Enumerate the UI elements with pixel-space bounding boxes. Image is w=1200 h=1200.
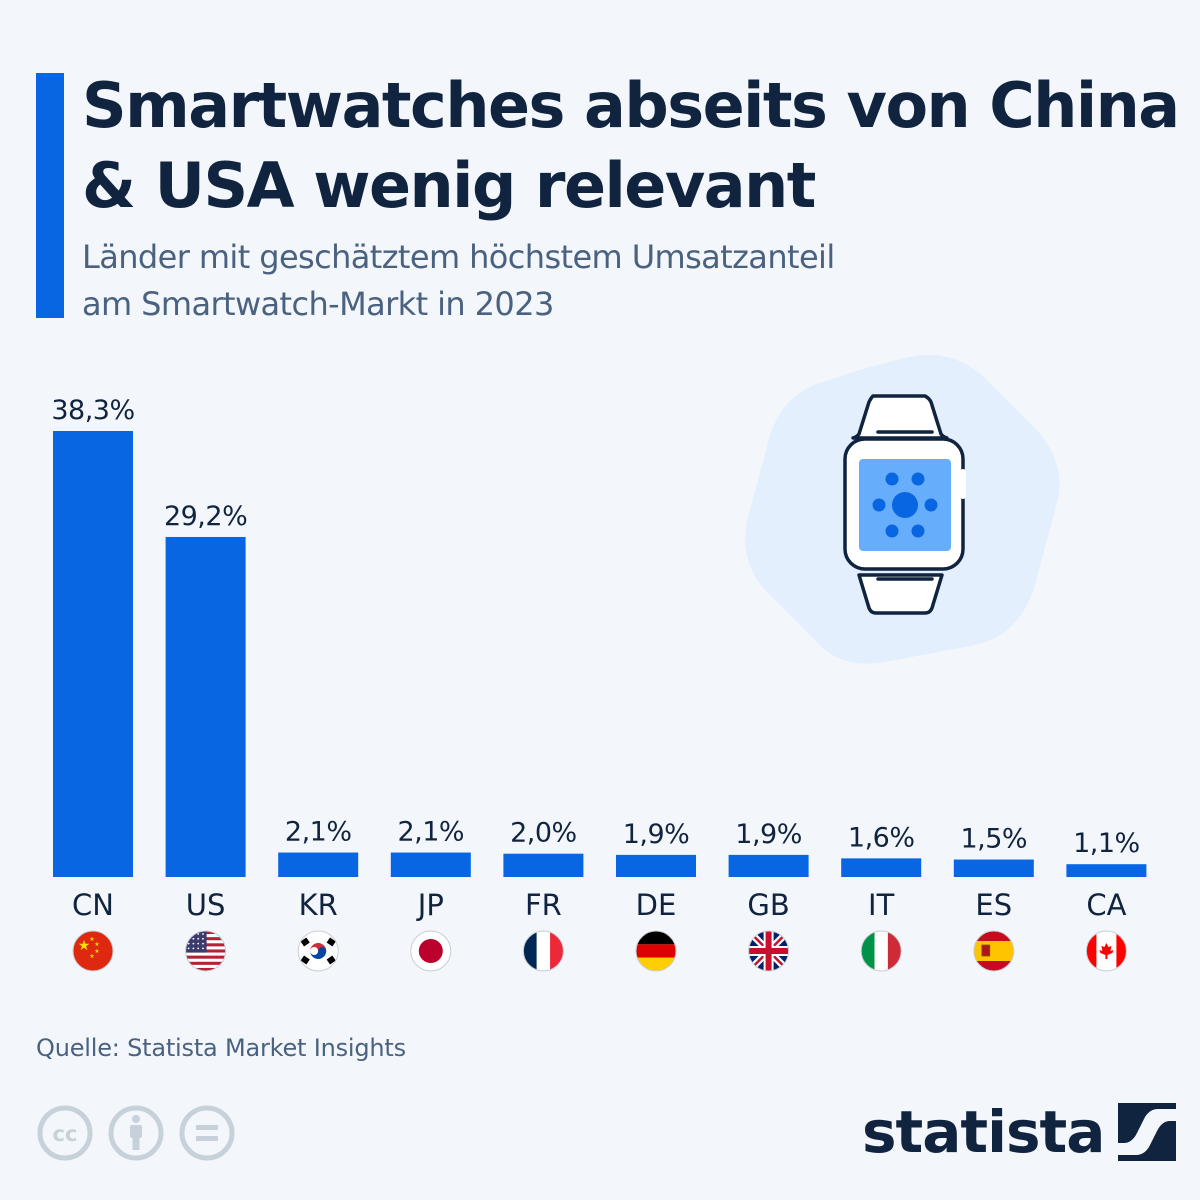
subtitle-line-2: am Smartwatch-Markt in 2023 bbox=[82, 285, 554, 323]
bars-group bbox=[53, 431, 1147, 877]
value-label-jp: 2,1% bbox=[397, 817, 464, 848]
bar-chart: 38,3% CN 29,2% US 2,1% KR 2,1% JP 2,0% FR 1,9% DE 1,… bbox=[51, 395, 1147, 972]
bar-gb bbox=[728, 854, 809, 877]
svg-text:★: ★ bbox=[94, 941, 99, 948]
italy-flag-icon bbox=[860, 930, 902, 972]
canada-flag-icon bbox=[1085, 930, 1127, 972]
bar-kr bbox=[278, 852, 359, 877]
value-label-it: 1,6% bbox=[848, 822, 915, 853]
value-label-ca: 1,1% bbox=[1073, 828, 1140, 859]
statista-logo[interactable]: statista bbox=[862, 1098, 1177, 1166]
value-label-fr: 2,0% bbox=[510, 818, 577, 849]
statista-logo-mark-icon bbox=[1118, 1103, 1177, 1161]
category-label-cn: CN bbox=[72, 888, 114, 922]
bar-it bbox=[841, 858, 922, 877]
chart-subtitle: Länder mit geschätztem höchstem Umsatzan… bbox=[82, 234, 1082, 328]
value-label-es: 1,5% bbox=[960, 824, 1027, 855]
flags-group: ★ ★★★★ bbox=[72, 930, 1127, 972]
svg-text:★: ★ bbox=[94, 948, 99, 955]
category-label-jp: JP bbox=[416, 888, 444, 922]
source-note: Quelle: Statista Market Insights bbox=[36, 1034, 406, 1062]
category-label-de: DE bbox=[636, 888, 677, 922]
category-label-ca: CA bbox=[1086, 888, 1126, 922]
svg-text:★: ★ bbox=[89, 936, 94, 943]
china-flag-icon: ★ ★★★★ bbox=[72, 930, 114, 972]
creative-commons-icon[interactable]: cc bbox=[36, 1104, 94, 1162]
spain-flag-icon bbox=[973, 930, 1015, 972]
value-label-kr: 2,1% bbox=[285, 817, 352, 848]
license-icons: cc bbox=[36, 1104, 236, 1164]
bar-fr bbox=[503, 853, 584, 877]
usa-flag-icon bbox=[185, 930, 227, 972]
category-label-us: US bbox=[186, 888, 226, 922]
svg-text:★: ★ bbox=[78, 938, 91, 954]
no-derivatives-icon[interactable] bbox=[178, 1104, 236, 1162]
bar-de bbox=[616, 854, 696, 877]
value-label-cn: 38,3% bbox=[51, 395, 134, 426]
statista-logo-text: statista bbox=[862, 1098, 1105, 1166]
value-label-gb: 1,9% bbox=[735, 819, 802, 850]
svg-text:★: ★ bbox=[89, 953, 94, 960]
title-accent-bar bbox=[36, 73, 64, 318]
category-label-gb: GB bbox=[747, 888, 789, 922]
bar-us bbox=[165, 536, 246, 877]
category-label-fr: FR bbox=[525, 888, 562, 922]
chart-title: Smartwatches abseits von China & USA wen… bbox=[82, 69, 1180, 222]
category-label-kr: KR bbox=[299, 888, 338, 922]
bar-ca bbox=[1066, 864, 1147, 877]
value-label-de: 1,9% bbox=[623, 819, 690, 850]
labels-group: 38,3% CN 29,2% US 2,1% KR 2,1% JP 2,0% FR 1,9% DE 1,… bbox=[51, 395, 1140, 922]
bar-es bbox=[953, 859, 1034, 877]
japan-flag-icon bbox=[410, 930, 452, 972]
category-label-es: ES bbox=[975, 888, 1012, 922]
bar-jp bbox=[390, 852, 471, 877]
watch-screen-dots bbox=[872, 472, 938, 538]
bar-cn bbox=[53, 431, 133, 877]
uk-flag-icon bbox=[748, 930, 790, 972]
svg-text:cc: cc bbox=[53, 1122, 78, 1146]
category-label-it: IT bbox=[868, 888, 895, 922]
germany-flag-icon bbox=[635, 930, 677, 972]
france-flag-icon bbox=[522, 930, 564, 972]
south-korea-flag-icon bbox=[297, 930, 339, 972]
value-label-us: 29,2% bbox=[164, 501, 247, 532]
smartwatch-illustration bbox=[745, 354, 1060, 664]
subtitle-line-1: Länder mit geschätztem höchstem Umsatzan… bbox=[82, 238, 835, 276]
attribution-icon[interactable] bbox=[107, 1104, 165, 1162]
